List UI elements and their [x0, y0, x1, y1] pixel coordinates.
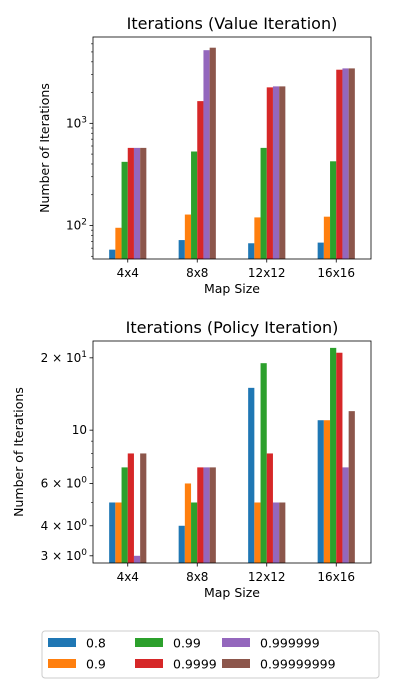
- bar-16x16-0.999999: [342, 467, 349, 563]
- bar-16x16-0.9: [323, 216, 331, 259]
- x-tick-label: 8x8: [186, 570, 208, 584]
- x-tick-label: 16x16: [317, 266, 355, 280]
- legend-swatch-0.99999999: [222, 659, 250, 668]
- legend-label: 0.999999: [260, 636, 320, 651]
- bar-12x12-0.8: [248, 387, 255, 563]
- bar-12x12-0.8: [248, 243, 255, 259]
- bar-16x16-0.99999999: [348, 68, 355, 259]
- x-tick-label: 12x12: [248, 570, 286, 584]
- bar-12x12-0.99: [260, 363, 267, 563]
- bar-4x4-0.9999: [127, 147, 134, 259]
- y-tick-label: 2 × 101: [41, 350, 87, 365]
- bar-12x12-0.99: [260, 147, 267, 259]
- bar-16x16-0.9999: [336, 69, 343, 259]
- x-tick-label: 16x16: [317, 570, 355, 584]
- x-tick-label: 4x4: [117, 266, 139, 280]
- bar-12x12-0.9999: [266, 453, 273, 563]
- x-tick-label: 8x8: [186, 266, 208, 280]
- chart-1: Iterations (Value Iteration) 102 103 4x4 8x8…: [37, 14, 372, 296]
- chart-title: Iterations (Policy Iteration): [126, 318, 339, 337]
- y-tick-label: 3 × 100: [41, 548, 88, 563]
- bar-12x12-0.9: [254, 217, 261, 259]
- y-axis-label: Number of Iterations: [37, 83, 52, 213]
- legend-label: 0.99999999: [260, 657, 336, 672]
- bar-4x4-0.99: [121, 161, 128, 259]
- x-tick-label: 12x12: [248, 266, 286, 280]
- bar-8x8-0.9: [184, 214, 192, 259]
- bar-4x4-0.99: [121, 467, 128, 563]
- bar-8x8-0.999999: [203, 467, 210, 563]
- bar-8x8-0.99: [191, 502, 198, 563]
- bar-4x4-0.9: [115, 502, 122, 563]
- x-tick-label: 4x4: [117, 570, 139, 584]
- bar-16x16-0.9: [323, 420, 331, 563]
- bar-16x16-0.8: [317, 242, 324, 259]
- y-tick-label: 4 × 100: [41, 518, 88, 533]
- bar-8x8-0.9999: [197, 467, 204, 563]
- bar-4x4-0.8: [109, 502, 116, 563]
- legend: 0.8 0.9 0.99 0.9999 0.999999 0.99999999: [41, 630, 380, 679]
- legend-label: 0.99: [173, 636, 201, 651]
- bar-16x16-0.8: [317, 420, 324, 563]
- x-axis-label: Map Size: [204, 585, 260, 600]
- bar-12x12-0.9: [254, 502, 261, 563]
- y-tick-label: 103: [66, 115, 87, 130]
- chart-2: Iterations (Policy Iteration) 3 × 100 4 × …: [11, 318, 372, 600]
- bar-8x8-0.9999: [197, 101, 204, 260]
- bar-4x4-0.99999999: [140, 147, 147, 259]
- bar-16x16-0.999999: [342, 68, 349, 259]
- legend-swatch-0.99: [135, 638, 163, 647]
- bar-8x8-0.8: [178, 525, 185, 563]
- legend-box: [41, 630, 380, 679]
- legend-swatch-0.999999: [222, 638, 250, 647]
- y-tick-label: 6 × 100: [41, 475, 88, 490]
- bar-8x8-0.9: [184, 483, 192, 563]
- bar-4x4-0.999999: [133, 147, 141, 259]
- bar-4x4-0.999999: [133, 555, 141, 563]
- legend-swatch-0.9999: [135, 659, 163, 668]
- bar-8x8-0.999999: [203, 50, 210, 259]
- bar-16x16-0.9999: [336, 352, 343, 563]
- bar-16x16-0.99: [330, 161, 337, 259]
- bar-12x12-0.999999: [272, 86, 280, 259]
- bar-8x8-0.99: [191, 151, 198, 259]
- bar-16x16-0.99999999: [348, 411, 355, 563]
- plot-frame: [92, 340, 372, 564]
- bar-4x4-0.8: [109, 249, 116, 259]
- bar-8x8-0.8: [178, 240, 185, 259]
- bar-4x4-0.99999999: [140, 453, 147, 563]
- y-tick-label: 102: [66, 218, 87, 233]
- legend-label: 0.9: [86, 657, 106, 672]
- chart-title: Iterations (Value Iteration): [127, 14, 338, 33]
- legend-label: 0.8: [86, 636, 106, 651]
- bar-12x12-0.999999: [272, 502, 280, 563]
- bar-4x4-0.9: [115, 227, 122, 259]
- bar-12x12-0.9999: [266, 87, 273, 259]
- bar-12x12-0.99999999: [279, 502, 286, 563]
- legend-label: 0.9999: [173, 657, 217, 672]
- legend-swatch-0.9: [48, 659, 76, 668]
- bar-8x8-0.99999999: [209, 47, 216, 260]
- bar-16x16-0.99: [330, 347, 337, 563]
- legend-swatch-0.8: [48, 638, 76, 647]
- y-tick-label: 10: [72, 423, 87, 437]
- x-axis-label: Map Size: [204, 281, 260, 296]
- plot-frame: [92, 36, 372, 260]
- bar-4x4-0.9999: [127, 453, 134, 563]
- bar-8x8-0.99999999: [209, 467, 216, 563]
- y-axis-label: Number of Iterations: [11, 387, 26, 517]
- bar-12x12-0.99999999: [279, 86, 286, 259]
